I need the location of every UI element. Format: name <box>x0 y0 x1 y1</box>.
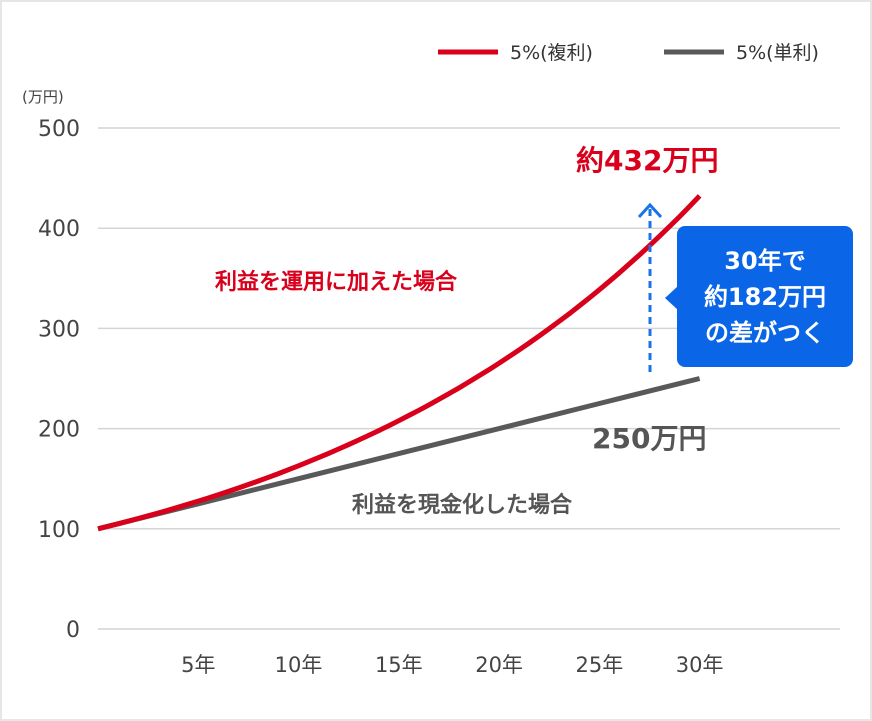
difference-callout: 30年で 約182万円 の差がつく <box>677 226 853 367</box>
grid-lines <box>98 127 840 630</box>
y-tick-label: 500 <box>38 117 80 142</box>
legend-label-simple: 5%(単利) <box>736 42 819 64</box>
x-tick-label: 30年 <box>676 653 724 677</box>
x-tick-label: 20年 <box>475 653 523 677</box>
callout-line-2: 約182万円 <box>703 282 827 311</box>
y-axis-unit-label: (万円) <box>22 88 64 106</box>
callout-line-3: の差がつく <box>705 318 825 347</box>
y-axis-ticks: 0 100 200 300 400 500 <box>38 117 80 643</box>
x-axis-ticks: 5年 10年 15年 20年 25年 30年 <box>181 653 723 677</box>
compound-final-value: 約432万円 <box>576 144 718 177</box>
series-line-simple <box>97 376 701 532</box>
x-tick-label: 15年 <box>375 653 423 677</box>
legend: 5%(複利) 5%(単利) <box>438 42 819 64</box>
y-tick-label: 300 <box>38 317 80 342</box>
simple-final-value: 250万円 <box>592 422 706 455</box>
callout-pointer <box>665 286 678 310</box>
y-tick-label: 200 <box>38 418 80 443</box>
difference-arrowhead <box>637 202 663 219</box>
callout-line-1: 30年で <box>724 246 806 275</box>
legend-label-compound: 5%(複利) <box>510 42 593 64</box>
y-tick-label: 400 <box>38 217 80 242</box>
x-tick-label: 10年 <box>275 653 323 677</box>
series-lines <box>97 194 702 532</box>
y-tick-label: 0 <box>66 618 80 643</box>
x-tick-label: 5年 <box>181 653 215 677</box>
compound-series-label: 利益を運用に加えた場合 <box>215 269 458 295</box>
y-tick-label: 100 <box>38 518 80 543</box>
series-line-compound <box>97 194 702 532</box>
x-tick-label: 25年 <box>575 653 623 677</box>
simple-series-label: 利益を現金化した場合 <box>352 492 573 518</box>
difference-arrow <box>637 202 663 372</box>
